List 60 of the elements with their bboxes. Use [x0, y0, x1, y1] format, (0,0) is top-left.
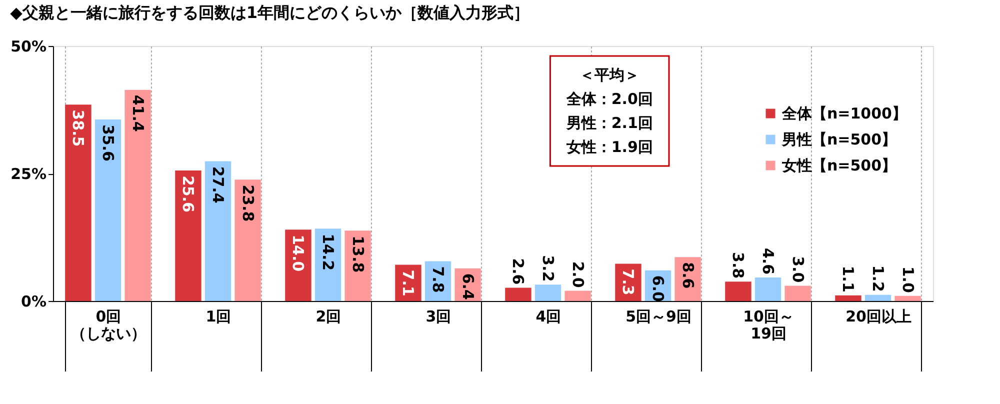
data-label: 41.4	[128, 94, 147, 132]
data-label: 2.6	[509, 258, 528, 285]
data-label: 23.8	[238, 184, 257, 222]
bar	[864, 294, 892, 301]
y-tick-label: 25%	[10, 165, 46, 183]
bar	[725, 282, 752, 301]
data-label: 7.1	[399, 270, 418, 296]
data-label: 4.6	[759, 248, 777, 275]
data-label: 14.0	[289, 234, 308, 272]
chart-title: ◆父親と一緒に旅行をする回数は1年間にどのくらいか［数値入力形式］	[10, 3, 530, 22]
data-label: 35.6	[99, 124, 117, 162]
annotation: 女性：1.9回	[565, 138, 653, 156]
data-label: 3.0	[788, 256, 807, 283]
data-label: 25.6	[179, 175, 198, 212]
data-label: 14.2	[319, 234, 337, 271]
data-label: 8.6	[678, 262, 697, 289]
bar	[94, 119, 122, 301]
data-label: 38.5	[69, 110, 88, 147]
x-tick-label: 4回	[536, 308, 562, 326]
data-label: 7.8	[429, 266, 447, 293]
legend-label: 男性【n=500】	[781, 130, 897, 148]
bar	[124, 90, 151, 301]
data-label: 7.3	[619, 268, 638, 296]
y-tick-label: 50%	[10, 38, 46, 56]
data-label: 1.1	[839, 266, 858, 292]
annotation: 男性：2.1回	[565, 114, 653, 132]
data-label: 6.0	[649, 275, 667, 302]
data-label: 1.2	[869, 265, 887, 292]
bar	[534, 284, 562, 301]
annotation: 全体：2.0回	[565, 90, 653, 108]
x-tick-label: 2回	[316, 308, 342, 326]
bar	[564, 290, 591, 301]
x-tick-label: 0回（しない）	[71, 308, 146, 342]
x-tick-label: 3回	[426, 308, 452, 326]
bar	[175, 170, 202, 301]
data-label: 2.0	[568, 261, 587, 288]
bar	[784, 286, 811, 301]
x-tick-label: 1回	[206, 308, 232, 326]
bar	[894, 296, 921, 301]
x-tick-label: 5回～9回	[626, 308, 692, 326]
legend-label: 全体【n=1000】	[781, 104, 907, 122]
bar	[65, 104, 92, 301]
bar	[234, 180, 261, 301]
y-tick-label: 0%	[21, 292, 46, 310]
bar	[344, 230, 371, 301]
bar	[835, 295, 862, 301]
bar	[204, 161, 232, 301]
legend-label: 女性【n=500】	[781, 156, 897, 174]
x-tick-label: 20回以上	[846, 308, 912, 326]
bar	[285, 230, 312, 301]
annotation: ＜平均＞	[580, 66, 640, 84]
data-label: 6.4	[458, 273, 477, 300]
data-label: 3.2	[539, 255, 557, 282]
data-label: 27.4	[209, 166, 227, 204]
bar	[505, 288, 532, 301]
data-label: 1.0	[898, 266, 917, 293]
bar	[754, 278, 782, 301]
data-label: 13.8	[348, 236, 367, 273]
data-label: 3.8	[729, 252, 748, 279]
x-tick-label: 10回～19回	[743, 308, 794, 342]
